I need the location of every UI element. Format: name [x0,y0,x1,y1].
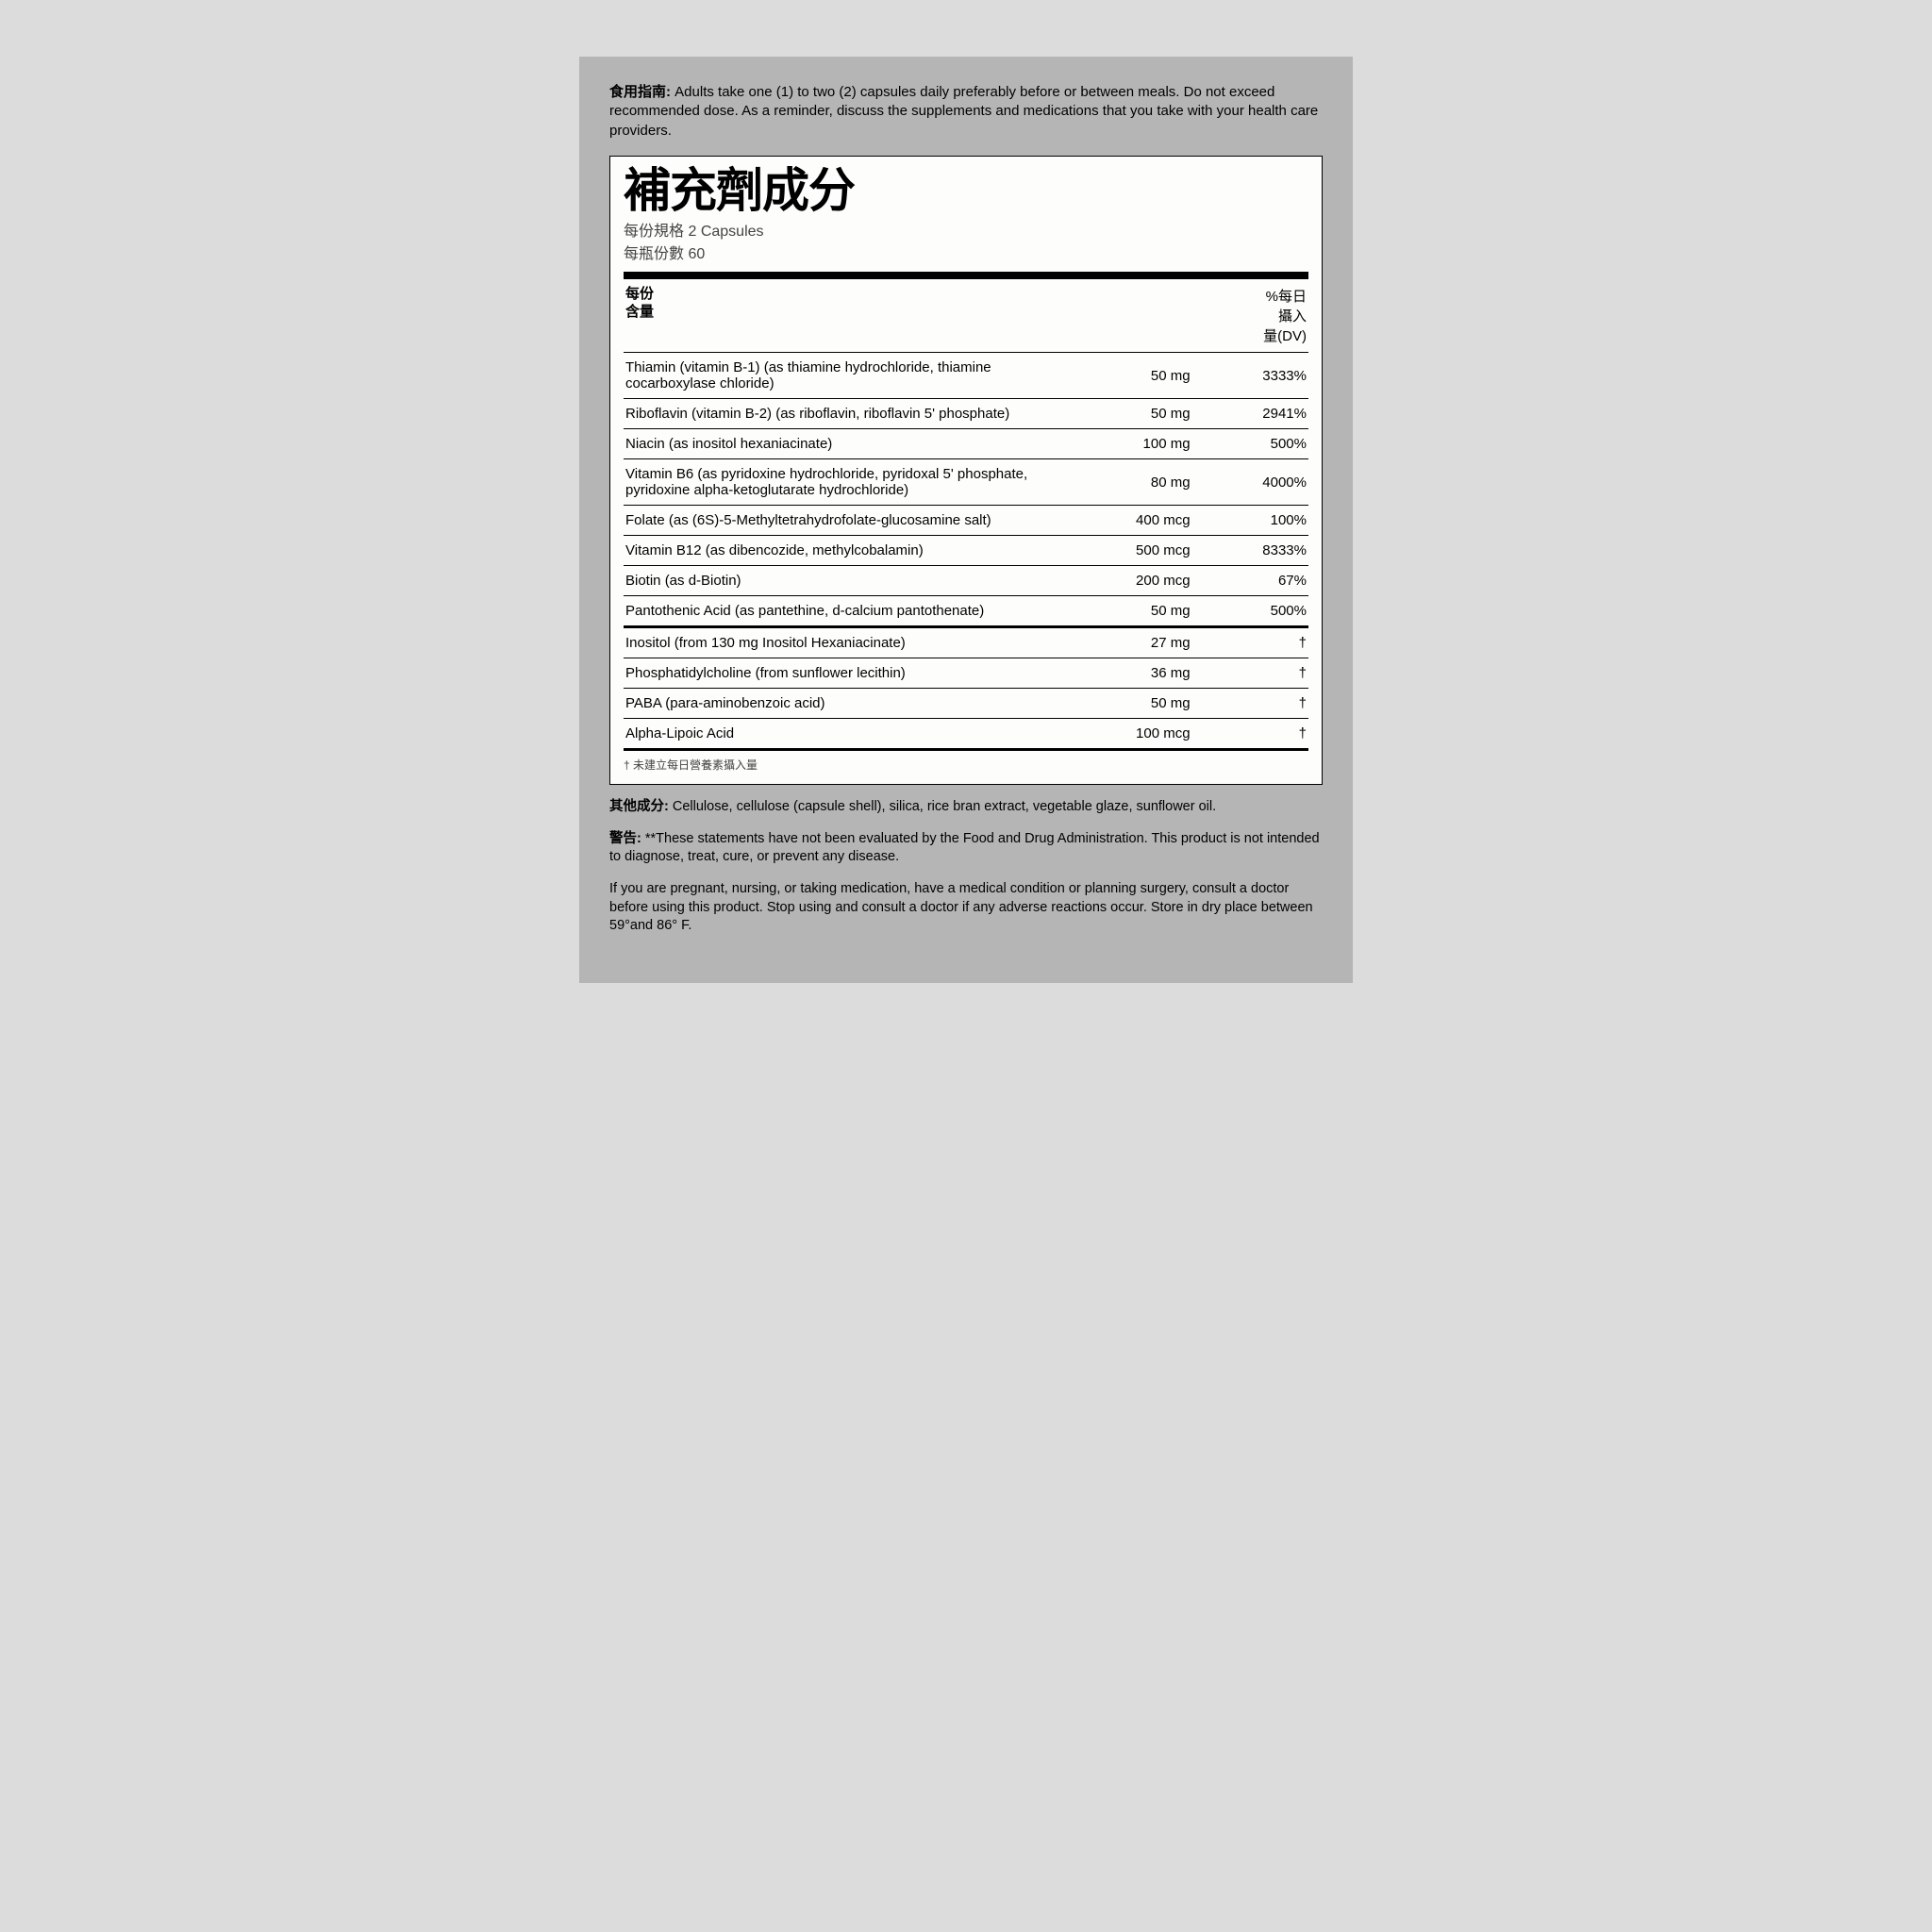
other-ingredients-text: Cellulose, cellulose (capsule shell), si… [673,799,1216,814]
ingredient-amount: 50 mg [1075,689,1191,719]
ingredient-dv: 500% [1192,429,1308,459]
serving-size-value: 2 Capsules [688,224,763,240]
ingredient-name: Riboflavin (vitamin B-2) (as riboflavin,… [624,399,1075,429]
ingredient-dv: 2941% [1192,399,1308,429]
table-row: Vitamin B12 (as dibencozide, methylcobal… [624,536,1308,566]
ingredient-amount: 50 mg [1075,353,1191,399]
table-row: Niacin (as inositol hexaniacinate)100 mg… [624,429,1308,459]
serving-size-line: 每份規格 2 Capsules [624,221,1308,243]
warning2-text: If you are pregnant, nursing, or taking … [609,881,1313,933]
ingredient-name: Phosphatidylcholine (from sunflower leci… [624,658,1075,689]
ingredient-name: Inositol (from 130 mg Inositol Hexaniaci… [624,628,1075,658]
table-row: Vitamin B6 (as pyridoxine hydrochloride,… [624,459,1308,506]
ingredient-name: Vitamin B6 (as pyridoxine hydrochloride,… [624,459,1075,506]
ingredient-amount: 400 mcg [1075,506,1191,536]
ingredient-amount: 50 mg [1075,596,1191,626]
ingredient-name: Pantothenic Acid (as pantethine, d-calci… [624,596,1075,626]
facts-title: 補充劑成分 [624,166,1308,216]
directions-paragraph: 食用指南: Adults take one (1) to two (2) cap… [609,83,1323,141]
serving-info: 每份規格 2 Capsules 每瓶份數 60 [624,221,1308,266]
servings-per-value: 60 [688,246,705,262]
warning2-paragraph: If you are pregnant, nursing, or taking … [609,880,1323,936]
ingredient-dv: 500% [1192,596,1308,626]
supplement-facts-box: 補充劑成分 每份規格 2 Capsules 每瓶份數 60 每份 含量 %每日 … [609,156,1323,786]
ingredient-amount: 36 mg [1075,658,1191,689]
servings-per-line: 每瓶份數 60 [624,243,1308,266]
ingredient-name: Folate (as (6S)-5-Methyltetrahydrofolate… [624,506,1075,536]
ingredient-amount: 500 mcg [1075,536,1191,566]
ingredient-amount: 100 mcg [1075,719,1191,749]
ingredient-name: Niacin (as inositol hexaniacinate) [624,429,1075,459]
ingredient-name: Vitamin B12 (as dibencozide, methylcobal… [624,536,1075,566]
table-header-row: 每份 含量 %每日 攝入 量(DV) [624,279,1308,353]
header-dv: %每日 攝入 量(DV) [1192,279,1308,353]
ingredient-dv: † [1192,628,1308,658]
nutrition-table: 每份 含量 %每日 攝入 量(DV) Thiamin (vitamin B-1)… [624,279,1308,748]
ingredient-amount: 100 mg [1075,429,1191,459]
serving-size-label: 每份規格 [624,224,684,240]
table-row: Riboflavin (vitamin B-2) (as riboflavin,… [624,399,1308,429]
table-row: PABA (para-aminobenzoic acid)50 mg† [624,689,1308,719]
ingredient-name: PABA (para-aminobenzoic acid) [624,689,1075,719]
header-empty [1075,279,1191,353]
directions-label: 食用指南: [609,84,671,100]
ingredient-dv: 4000% [1192,459,1308,506]
thick-rule [624,272,1308,279]
ingredient-amount: 50 mg [1075,399,1191,429]
ingredient-amount: 27 mg [1075,628,1191,658]
directions-text: Adults take one (1) to two (2) capsules … [609,84,1318,139]
table-row: Inositol (from 130 mg Inositol Hexaniaci… [624,628,1308,658]
ingredient-name: Thiamin (vitamin B-1) (as thiamine hydro… [624,353,1075,399]
table-row: Alpha-Lipoic Acid100 mcg† [624,719,1308,749]
below-box: 其他成分: Cellulose, cellulose (capsule shel… [609,798,1323,935]
ingredient-dv: 3333% [1192,353,1308,399]
ingredient-dv: † [1192,719,1308,749]
ingredient-dv: 100% [1192,506,1308,536]
table-row: Folate (as (6S)-5-Methyltetrahydrofolate… [624,506,1308,536]
warning-paragraph: 警告: **These statements have not been eva… [609,830,1323,867]
ingredient-dv: 67% [1192,566,1308,596]
dagger-footnote: † 未建立每日營養素攝入量 [624,751,1308,774]
ingredient-dv: 8333% [1192,536,1308,566]
label-panel: 食用指南: Adults take one (1) to two (2) cap… [579,57,1353,983]
table-row: Phosphatidylcholine (from sunflower leci… [624,658,1308,689]
ingredient-dv: † [1192,658,1308,689]
ingredient-name: Alpha-Lipoic Acid [624,719,1075,749]
warning-label: 警告: [609,831,641,846]
ingredient-amount: 200 mcg [1075,566,1191,596]
servings-per-label: 每瓶份數 [624,246,684,262]
ingredient-amount: 80 mg [1075,459,1191,506]
ingredient-dv: † [1192,689,1308,719]
header-amount-per-serving: 每份 含量 [624,279,1075,353]
other-ingredients-label: 其他成分: [609,799,669,814]
ingredient-name: Biotin (as d-Biotin) [624,566,1075,596]
warning-text: **These statements have not been evaluat… [609,831,1320,865]
table-row: Biotin (as d-Biotin)200 mcg67% [624,566,1308,596]
table-row: Thiamin (vitamin B-1) (as thiamine hydro… [624,353,1308,399]
table-row: Pantothenic Acid (as pantethine, d-calci… [624,596,1308,626]
other-ingredients-paragraph: 其他成分: Cellulose, cellulose (capsule shel… [609,798,1323,817]
